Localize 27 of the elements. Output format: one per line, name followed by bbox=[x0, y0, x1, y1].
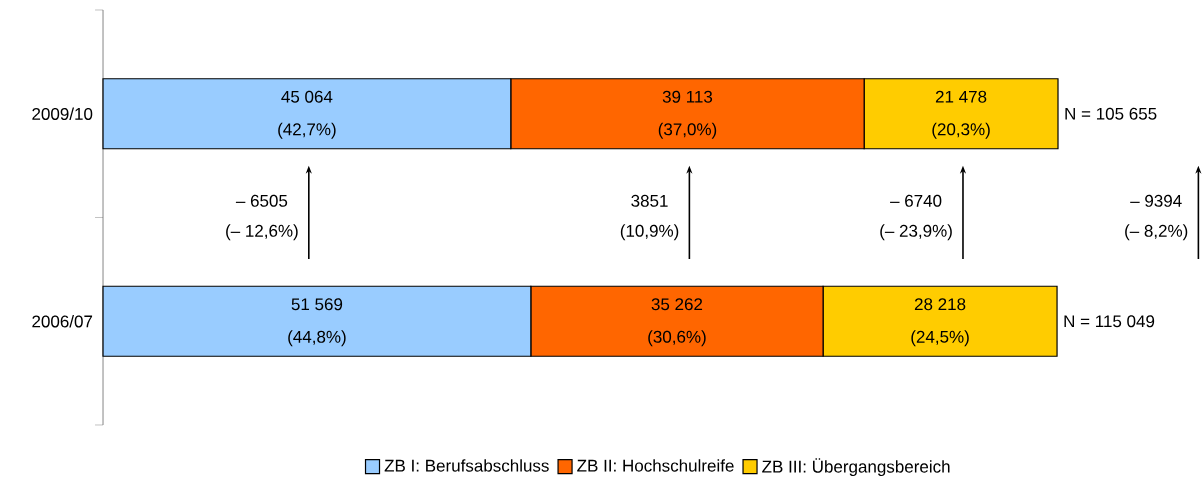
text: N = 105 655 bbox=[1065, 107, 1157, 120]
data-label: (37,0%) bbox=[658, 122, 717, 139]
annotation: 45 064 bbox=[281, 90, 333, 103]
annotation: 3851 bbox=[631, 194, 668, 207]
annotation: 51 569 bbox=[291, 298, 343, 311]
annotation: (10,9%) bbox=[620, 224, 679, 241]
annotation: – 6505 bbox=[235, 194, 288, 207]
text: – 9394 bbox=[1130, 194, 1182, 207]
data-label: (42,7%) bbox=[278, 122, 336, 139]
y-tick-label: 2009/10 bbox=[32, 107, 93, 120]
annotation: (– 12,6%) bbox=[226, 224, 298, 241]
legend-label: ZB I: Berufsabschluss bbox=[384, 459, 549, 472]
legend-label: ZB III: Übergangsbereich bbox=[762, 458, 950, 477]
text: N = 115 049 bbox=[1064, 315, 1155, 328]
text: (– 8,2%) bbox=[1125, 224, 1188, 241]
data-label: (20,3%) bbox=[932, 122, 990, 139]
data-label: (44,8%) bbox=[288, 330, 346, 347]
annotation: 28 218 bbox=[914, 298, 966, 311]
data-label: (24,5%) bbox=[911, 330, 969, 347]
annotation: (– 23,9%) bbox=[880, 224, 952, 241]
annotation: 39 113 bbox=[662, 90, 713, 103]
legend-label: ZB II: Hochschulreife bbox=[577, 459, 734, 472]
annotation: – 6740 bbox=[890, 194, 942, 207]
data-label: (30,6%) bbox=[648, 330, 706, 347]
annotation: 35 262 bbox=[651, 298, 703, 311]
annotation: 21 478 bbox=[935, 90, 987, 103]
y-tick-label: 2006/07 bbox=[32, 314, 93, 328]
